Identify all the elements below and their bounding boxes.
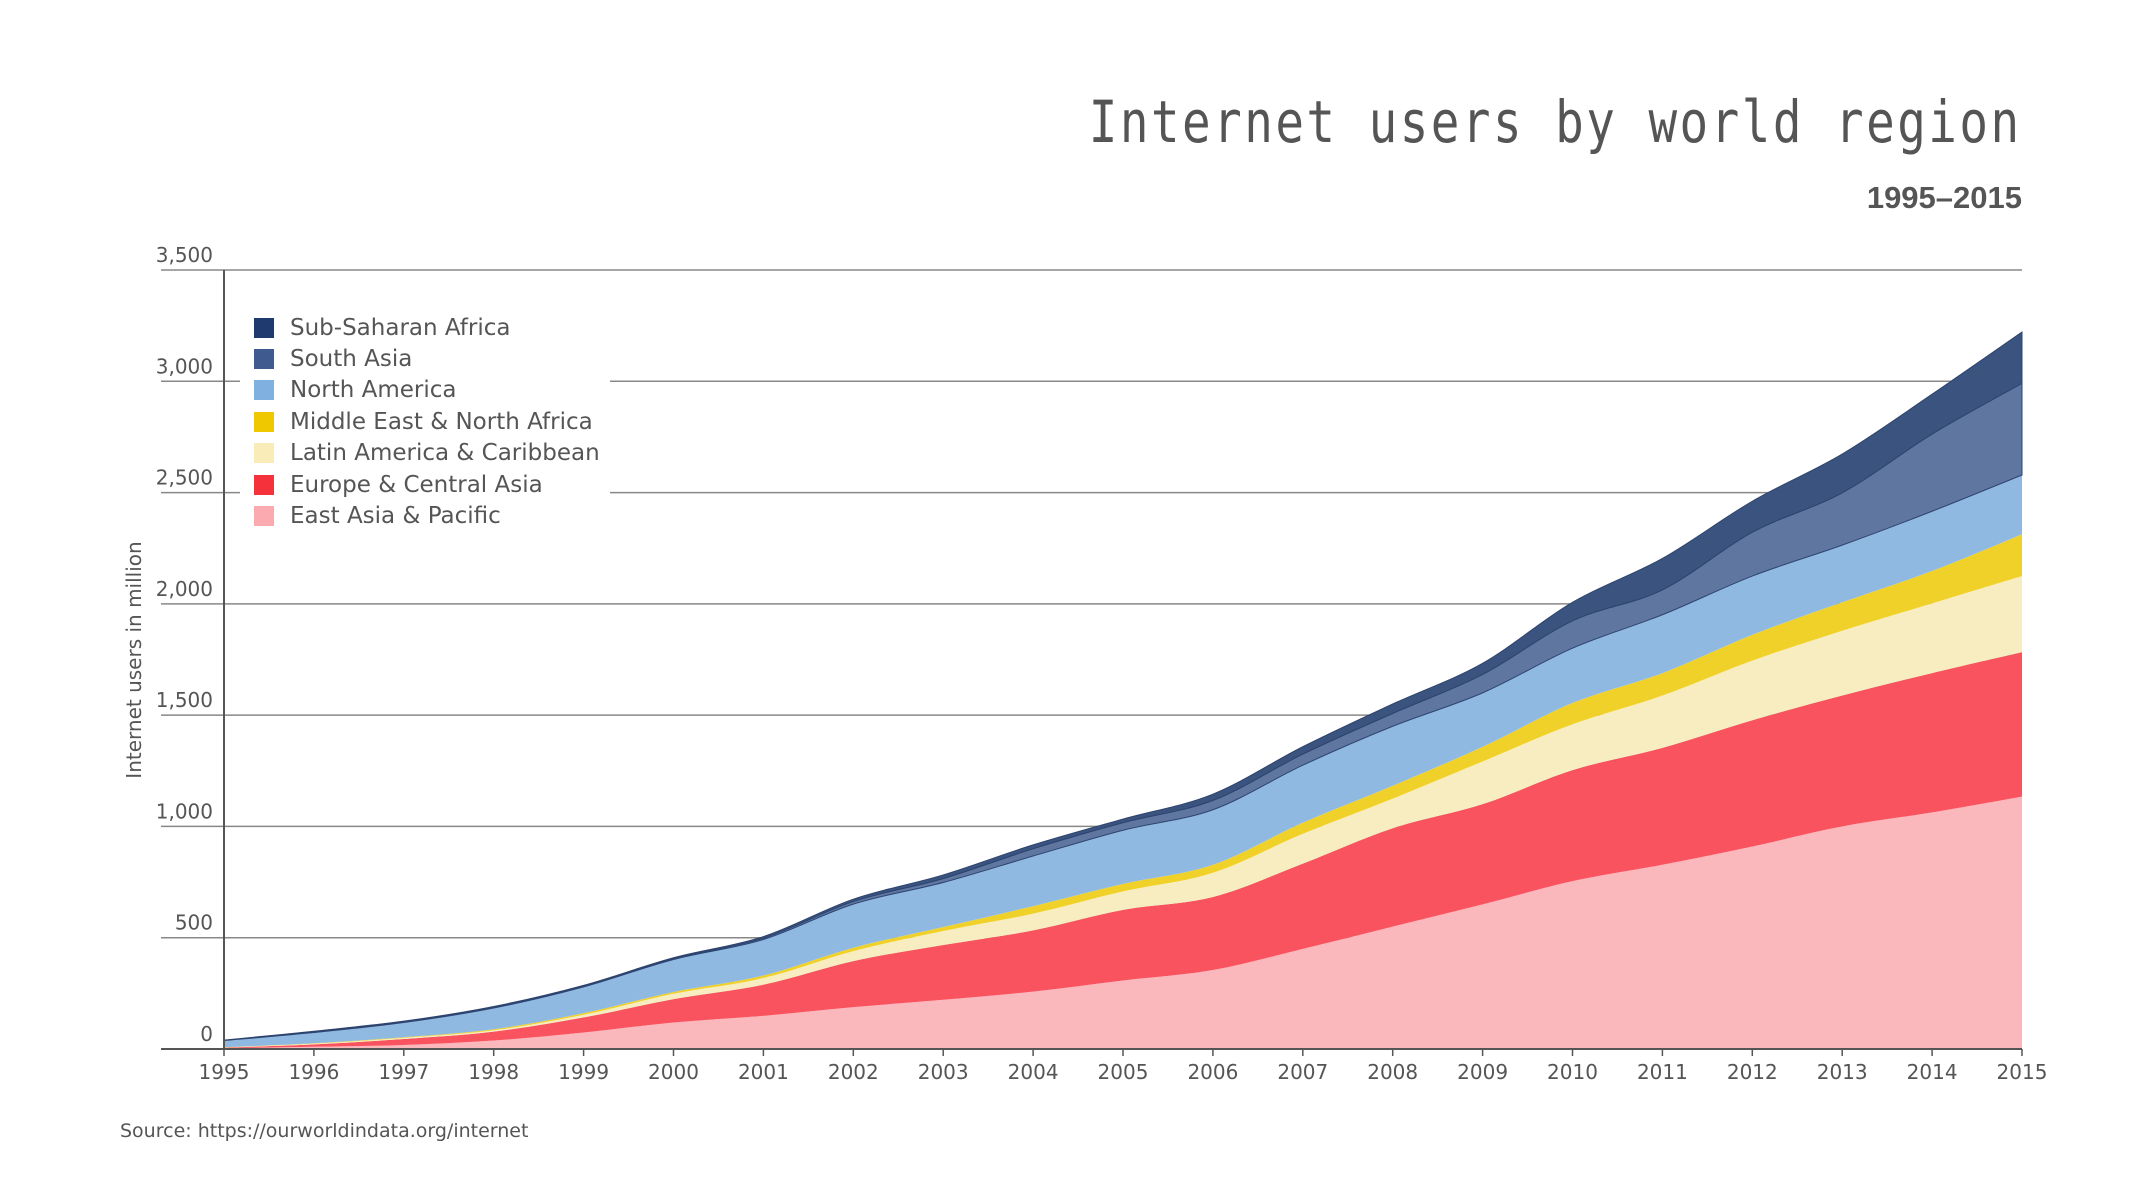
y-tick-label: 1,000 — [156, 799, 213, 823]
legend-swatch — [254, 349, 274, 370]
y-tick-label: 500 — [175, 911, 213, 935]
legend-label: North America — [290, 377, 457, 404]
x-tick-label: 2010 — [1547, 1060, 1598, 1084]
chart-subtitle: 1995–2015 — [1866, 180, 2022, 215]
x-tick-label: 2015 — [1997, 1060, 2048, 1084]
y-tick-label: 3,500 — [156, 243, 213, 267]
x-tick-label: 2005 — [1098, 1060, 1149, 1084]
x-tick-label: 2007 — [1277, 1060, 1328, 1084]
x-tick-label: 2004 — [1008, 1060, 1059, 1084]
axes: 0 500 1,000 1,500 2,000 2,500 3,000 3,500 1995 19… — [156, 243, 2048, 1084]
x-tick-label: 1996 — [288, 1060, 339, 1084]
x-tick-label: 2006 — [1187, 1060, 1238, 1084]
x-tick-label: 1998 — [468, 1060, 519, 1084]
legend-item: Europe & Central Asia — [254, 469, 600, 500]
legend-label: Europe & Central Asia — [290, 471, 543, 498]
legend-label: South Asia — [290, 346, 413, 373]
x-tick-label: 1997 — [378, 1060, 429, 1084]
legend-label: Middle East & North Africa — [290, 408, 593, 435]
legend-item: Middle East & North Africa — [254, 406, 600, 437]
x-tick-label: 2002 — [828, 1060, 879, 1084]
y-tick-label: 2,000 — [156, 577, 213, 601]
chart-title: Internet users by world region — [1089, 88, 2022, 156]
legend-label: East Asia & Pacific — [290, 503, 501, 530]
source-note: Source: https://ourworldindata.org/inter… — [120, 1120, 529, 1142]
legend-item: Sub-Saharan Africa — [254, 312, 600, 343]
x-tick-label: 2011 — [1637, 1060, 1688, 1084]
y-tick-label: 2,500 — [156, 466, 213, 490]
legend: Sub-Saharan Africa South Asia North Americ… — [240, 306, 610, 538]
y-tick-label: 0 — [200, 1022, 213, 1046]
legend-label: Latin America & Caribbean — [290, 440, 600, 467]
legend-swatch — [254, 506, 274, 527]
legend-item: North America — [254, 375, 600, 406]
x-tick-label: 2000 — [648, 1060, 699, 1084]
legend-swatch — [254, 443, 274, 464]
legend-swatch — [254, 380, 274, 401]
x-tick-label: 2009 — [1457, 1060, 1508, 1084]
legend-swatch — [254, 474, 274, 495]
x-tick-label: 2003 — [918, 1060, 969, 1084]
x-tick-label: 2014 — [1907, 1060, 1958, 1084]
legend-label: Sub-Saharan Africa — [290, 314, 511, 341]
y-tick-label: 3,000 — [156, 354, 213, 378]
x-tick-label: 2012 — [1727, 1060, 1778, 1084]
y-axis-label: Internet users in million — [122, 541, 146, 778]
x-tick-label: 2013 — [1817, 1060, 1868, 1084]
areas — [223, 331, 2023, 1049]
area-sub-saharan-africa — [223, 331, 2023, 1041]
area-east-asia-pacific — [224, 796, 2022, 1049]
legend-swatch — [254, 411, 274, 432]
x-tick-label: 1995 — [199, 1060, 250, 1084]
x-tick-label: 2001 — [738, 1060, 789, 1084]
legend-item: Latin America & Caribbean — [254, 438, 600, 469]
y-tick-label: 1,500 — [156, 688, 213, 712]
area-europe-central-asia — [224, 652, 2022, 1049]
legend-swatch — [254, 317, 274, 338]
x-tick-label: 1999 — [558, 1060, 609, 1084]
x-tick-label: 2008 — [1367, 1060, 1418, 1084]
legend-item: East Asia & Pacific — [254, 500, 600, 531]
legend-item: South Asia — [254, 343, 600, 374]
